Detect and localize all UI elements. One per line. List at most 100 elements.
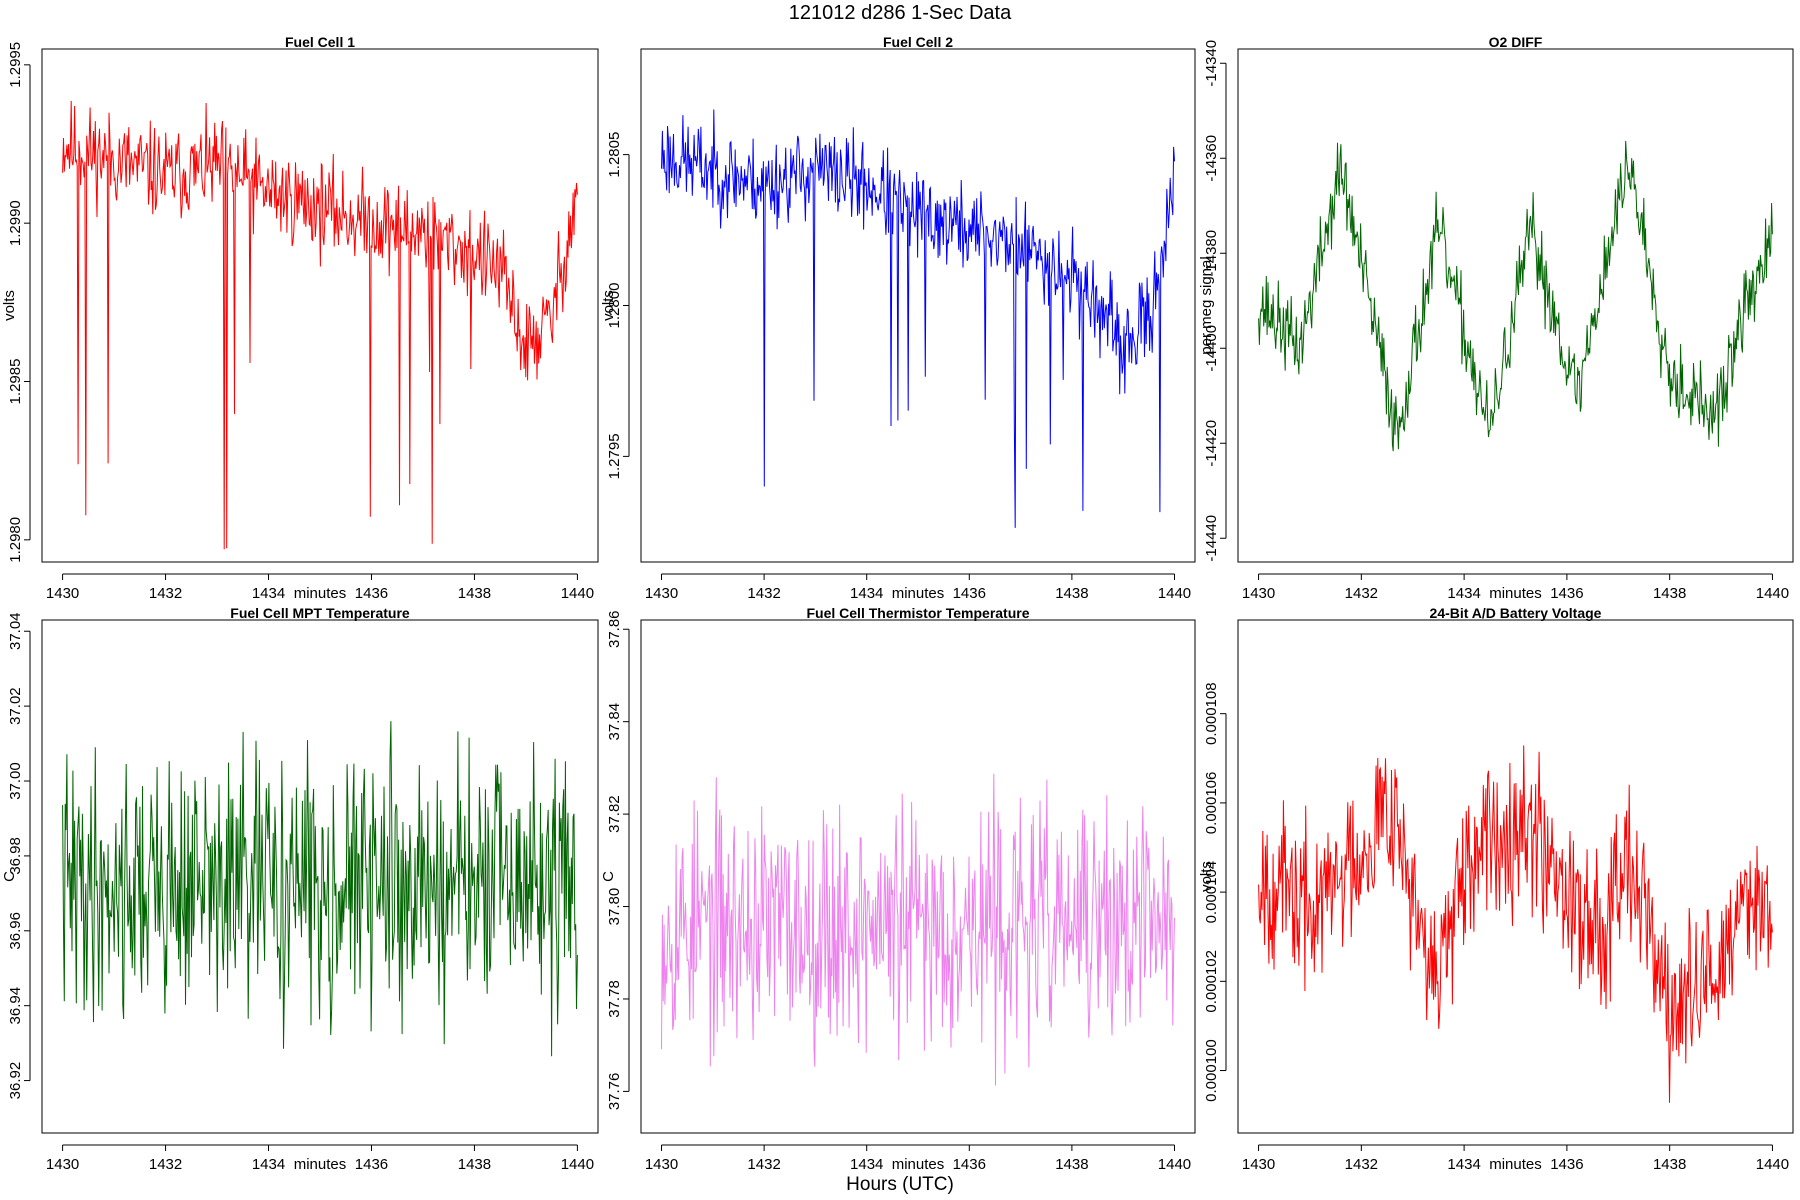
- panel-title: O2 DIFF: [1489, 34, 1543, 50]
- y-tick-label: 37.00: [7, 762, 24, 800]
- series-line: [1258, 745, 1773, 1103]
- x-axis-label: minutes: [294, 1156, 347, 1173]
- y-tick-label: 36.92: [7, 1062, 24, 1100]
- y-tick-label: 1.2795: [606, 433, 623, 479]
- x-tick-label: 1438: [1653, 585, 1686, 602]
- panel-title: Fuel Cell MPT Temperature: [230, 605, 410, 621]
- x-axis-label: minutes: [294, 585, 347, 602]
- x-axis-label: minutes: [1489, 585, 1542, 602]
- x-tick-label: 1440: [1158, 585, 1191, 602]
- x-tick-label: 1440: [1158, 1156, 1191, 1173]
- plot-frame: [1237, 619, 1794, 1134]
- y-tick-label: 0.000102: [1203, 950, 1220, 1013]
- y-tick-label: 1.2995: [7, 42, 24, 88]
- x-tick-label: 1434: [850, 585, 883, 602]
- x-tick-label: 1438: [1055, 1156, 1088, 1173]
- y-tick-label: 0.000106: [1203, 772, 1220, 835]
- panel-title: Fuel Cell 2: [883, 34, 953, 50]
- figure-title: 121012 d286 1-Sec Data: [789, 2, 1012, 24]
- x-tick-label: 1438: [1653, 1156, 1686, 1173]
- chart-panel-2: Fuel Cell 2 1430 1432 1434 1436 1438 1440 minut…: [600, 34, 1196, 602]
- plot-frame: [41, 619, 599, 1134]
- y-axis-label: per meg signal: [1198, 256, 1215, 354]
- x-tick-label: 1436: [953, 1156, 986, 1173]
- x-tick-label: 1438: [458, 585, 491, 602]
- x-tick-label: 1440: [1756, 1156, 1789, 1173]
- y-axis-label: volts: [1, 290, 18, 321]
- x-tick-label: 1436: [1550, 1156, 1583, 1173]
- series-line: [661, 109, 1175, 528]
- y-tick-label: 0.000100: [1203, 1039, 1220, 1102]
- chart-panel-1: Fuel Cell 1 1430 1432 1434 1436 1438 1440 minut…: [1, 34, 599, 602]
- x-tick-label: 1430: [46, 1156, 79, 1173]
- x-axis-label: minutes: [1489, 1156, 1542, 1173]
- y-tick-label: 36.94: [7, 987, 24, 1025]
- plot-frame: [640, 48, 1196, 563]
- series-line: [1258, 140, 1773, 452]
- y-tick-label: -14400: [1203, 325, 1220, 372]
- panel-title: Fuel Cell Thermistor Temperature: [806, 605, 1029, 621]
- plot-frame: [41, 48, 599, 563]
- chart-panel-6: 24-Bit A/D Battery Voltage 1430 1432 1434 14…: [1198, 605, 1794, 1173]
- y-tick-label: 37.86: [606, 610, 623, 648]
- y-tick-label: 36.96: [7, 912, 24, 950]
- y-axis-label: volts: [1198, 861, 1215, 892]
- y-tick-label: -14360: [1203, 135, 1220, 182]
- x-tick-label: 1434: [1447, 1156, 1480, 1173]
- x-tick-label: 1432: [747, 585, 780, 602]
- x-tick-label: 1434: [252, 1156, 285, 1173]
- y-tick-label: 37.76: [606, 1073, 623, 1111]
- x-tick-label: 1436: [355, 1156, 388, 1173]
- x-tick-label: 1434: [850, 1156, 883, 1173]
- y-tick-label: 37.04: [7, 612, 24, 650]
- x-tick-label: 1438: [458, 1156, 491, 1173]
- series-line: [62, 721, 578, 1057]
- x-tick-label: 1432: [1345, 1156, 1378, 1173]
- plot-frame: [1237, 48, 1794, 563]
- y-tick-label: 37.78: [606, 980, 623, 1018]
- x-tick-label: 1430: [1242, 1156, 1275, 1173]
- panel-title: Fuel Cell 1: [285, 34, 355, 50]
- x-tick-label: 1434: [252, 585, 285, 602]
- x-axis-label: minutes: [892, 1156, 945, 1173]
- x-tick-label: 1432: [149, 585, 182, 602]
- y-tick-label: 1.2990: [7, 200, 24, 246]
- chart-panel-3: O2 DIFF 1430 1432 1434 1436 1438 1440 minutes -1…: [1198, 34, 1794, 602]
- x-tick-label: 1430: [46, 585, 79, 602]
- y-tick-label: 37.02: [7, 687, 24, 725]
- y-tick-label: -14440: [1203, 515, 1220, 562]
- series-line: [661, 773, 1175, 1086]
- x-tick-label: 1436: [1550, 585, 1583, 602]
- y-tick-label: 37.84: [606, 703, 623, 741]
- x-tick-label: 1430: [1242, 585, 1275, 602]
- y-axis-label: C: [600, 871, 617, 882]
- plot-frame: [640, 619, 1196, 1134]
- y-tick-label: -14340: [1203, 40, 1220, 87]
- x-tick-label: 1440: [561, 1156, 594, 1173]
- chart-panel-4: Fuel Cell MPT Temperature 1430 1432 1434 143…: [1, 605, 599, 1173]
- series-line: [62, 100, 578, 550]
- x-tick-label: 1436: [355, 585, 388, 602]
- y-tick-label: 1.2805: [606, 132, 623, 178]
- y-tick-label: 0.000108: [1203, 682, 1220, 745]
- y-tick-label: 0.000104: [1203, 861, 1220, 924]
- x-tick-label: 1432: [747, 1156, 780, 1173]
- x-tick-label: 1440: [561, 585, 594, 602]
- panels: Fuel Cell 1 1430 1432 1434 1436 1438 1440 minut…: [1, 34, 1794, 1173]
- y-axis-label: C: [1, 871, 18, 882]
- x-tick-label: 1432: [1345, 585, 1378, 602]
- y-tick-label: 1.2800: [606, 283, 623, 329]
- y-tick-label: 1.2980: [7, 517, 24, 563]
- y-tick-label: 37.82: [606, 795, 623, 833]
- x-tick-label: 1430: [645, 1156, 678, 1173]
- x-axis-label: minutes: [892, 585, 945, 602]
- x-tick-label: 1440: [1756, 585, 1789, 602]
- y-tick-label: 37.80: [606, 888, 623, 926]
- y-tick-label: -14420: [1203, 420, 1220, 467]
- y-tick-label: -14380: [1203, 230, 1220, 277]
- x-tick-label: 1434: [1447, 585, 1480, 602]
- x-tick-label: 1430: [645, 585, 678, 602]
- y-tick-label: 1.2985: [7, 359, 24, 405]
